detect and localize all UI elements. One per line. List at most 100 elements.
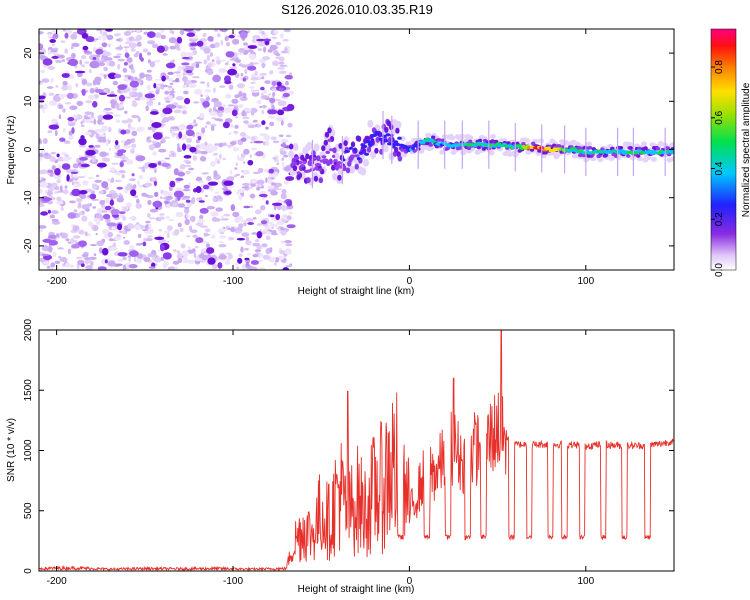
noise-blob-light: [50, 262, 56, 268]
noise-blob-dark: [135, 155, 146, 162]
colorbar-tick-label: 0.8: [714, 60, 725, 74]
noise-blob-light: [123, 240, 130, 245]
noise-blob-light: [130, 48, 136, 52]
noise-blob-light: [105, 139, 109, 147]
noise-blob-light: [80, 64, 86, 68]
noise-blob-dark: [185, 129, 195, 137]
noise-blob-light: [84, 257, 90, 260]
noise-blob-light: [249, 194, 256, 199]
noise-blob-light: [88, 256, 97, 260]
noise-blob-light: [204, 88, 211, 93]
noise-blob-light: [252, 242, 261, 247]
noise-blob-dark: [148, 163, 158, 168]
noise-blob-light: [272, 91, 276, 98]
noise-blob-light: [146, 139, 152, 143]
noise-blob-light: [84, 131, 92, 136]
noise-blob-light: [110, 197, 114, 200]
noise-blob-light: [215, 56, 220, 60]
noise-blob-light: [179, 163, 186, 170]
noise-blob-light: [41, 147, 46, 154]
noise-blob-light: [73, 181, 80, 184]
ridge-halo: [488, 150, 495, 156]
noise-blob-light: [55, 59, 63, 64]
noise-blob-light: [64, 48, 69, 54]
noise-blob-light: [256, 187, 261, 191]
ridge-core: [354, 154, 360, 158]
noise-blob-light: [210, 145, 218, 151]
noise-blob-light: [197, 218, 205, 224]
noise-blob-light: [168, 91, 176, 94]
noise-blob-light: [97, 139, 104, 142]
ridge-core: [332, 154, 336, 158]
noise-blob-light: [81, 215, 88, 222]
noise-blob-dark: [197, 136, 202, 141]
noise-blob-light: [188, 56, 193, 60]
noise-blob-dark: [232, 63, 236, 67]
noise-blob-light: [261, 31, 265, 35]
noise-blob-light: [287, 122, 293, 128]
noise-blob-light: [210, 234, 216, 239]
ridge-halo: [538, 138, 544, 144]
noise-blob-light: [65, 238, 70, 242]
noise-blob-light: [189, 215, 196, 223]
noise-blob-light: [113, 236, 122, 241]
ridge-core: [547, 146, 551, 150]
noise-blob-light: [214, 156, 218, 163]
noise-blob-dark: [120, 85, 128, 88]
noise-blob-dark: [169, 180, 176, 188]
noise-blob-light: [121, 174, 125, 179]
noise-blob-light: [46, 190, 53, 196]
ridge-body: [665, 146, 670, 150]
ridge-halo: [626, 141, 633, 147]
noise-blob-light: [80, 120, 84, 125]
noise-blob-light: [99, 30, 103, 35]
colorbar-gradient: [710, 28, 737, 271]
noise-blob-light: [39, 31, 44, 35]
noise-blob-light: [158, 102, 161, 106]
noise-blob-light: [194, 246, 199, 249]
noise-blob-light: [145, 75, 153, 81]
noise-blob-light: [223, 213, 231, 217]
noise-blob-light: [243, 148, 250, 155]
noise-blob-light: [275, 116, 283, 122]
noise-blob-light: [200, 225, 208, 229]
noise-blob-light: [85, 208, 90, 212]
noise-blob-light: [51, 210, 59, 215]
noise-blob-light: [87, 176, 94, 180]
noise-blob-light: [265, 177, 268, 183]
noise-blob-light: [75, 197, 83, 203]
noise-blob-dark: [42, 58, 53, 66]
noise-blob-light: [236, 83, 245, 89]
noise-blob-dark: [278, 87, 284, 92]
noise-blob-light: [80, 55, 87, 59]
noise-blob-light: [142, 48, 149, 53]
noise-blob-light: [237, 215, 244, 221]
noise-blob-light: [249, 205, 254, 209]
noise-blob-light: [229, 58, 236, 61]
ridge-core: [314, 166, 319, 171]
noise-blob-light: [91, 198, 99, 201]
noise-blob-light: [261, 104, 267, 109]
noise-blob-light: [101, 238, 106, 243]
noise-blob-light: [204, 94, 209, 98]
noise-blob-light: [174, 41, 179, 48]
noise-blob-light: [186, 52, 194, 57]
noise-blob-light: [129, 178, 136, 182]
noise-blob-light: [211, 217, 218, 222]
noise-blob-light: [254, 70, 258, 76]
noise-blob-light: [273, 204, 277, 211]
noise-blob-light: [176, 250, 181, 254]
noise-blob-light: [51, 30, 59, 33]
noise-blob-dark: [92, 101, 98, 108]
noise-blob-light: [58, 164, 62, 170]
noise-blob-light: [164, 90, 170, 95]
noise-blob-light: [76, 100, 84, 106]
noise-blob-light: [179, 227, 184, 232]
noise-blob-dark: [42, 238, 52, 243]
noise-blob-dark: [217, 262, 223, 269]
noise-blob-light: [225, 93, 232, 99]
ridge-core: [350, 154, 356, 158]
ridge-core: [358, 151, 363, 155]
noise-blob-light: [39, 104, 44, 109]
noise-blob-light: [93, 253, 97, 257]
